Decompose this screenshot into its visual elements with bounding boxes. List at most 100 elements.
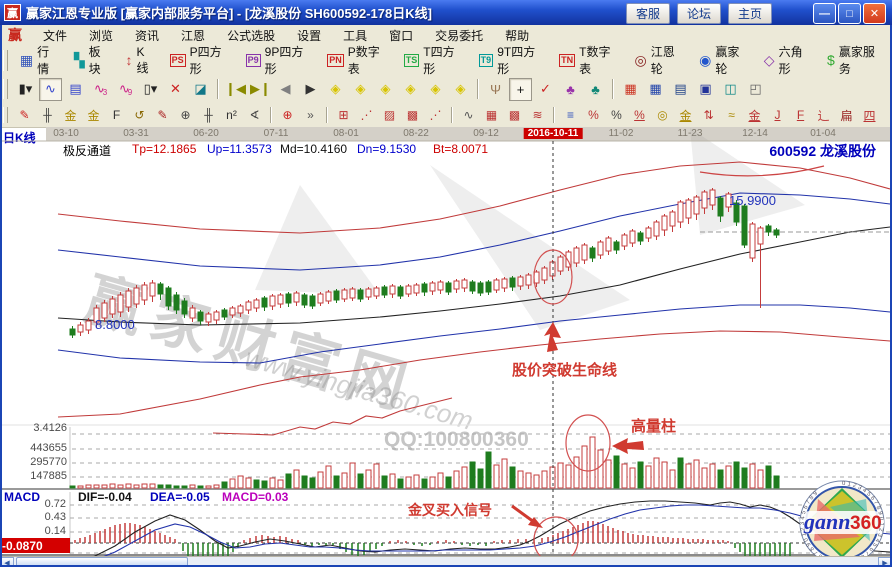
walk-tool-button[interactable]: 辶	[813, 105, 834, 126]
fan-lines-button[interactable]: ⋰	[356, 105, 377, 126]
grid-2-button[interactable]: ╫	[198, 105, 219, 126]
four-tool-button[interactable]: 四	[859, 105, 880, 126]
print-button[interactable]: ◰	[744, 78, 767, 101]
titlebar-button-2[interactable]: 论坛	[676, 3, 721, 24]
minimize-button[interactable]: —	[813, 3, 836, 24]
horizontal-scrollbar[interactable]: ◀ ▶	[0, 556, 892, 567]
menu-item-6[interactable]: 设置	[297, 28, 322, 43]
zoom-diamond-5-button[interactable]: ◈	[424, 78, 447, 101]
fibo-f-button[interactable]: F	[106, 105, 127, 126]
spiral-button[interactable]: ↺	[129, 105, 150, 126]
zoom-diamond-3-button[interactable]: ◈	[374, 78, 397, 101]
zoom-diamond-6-button[interactable]: ◈	[449, 78, 472, 101]
menu-item-8[interactable]: 窗口	[389, 28, 414, 43]
box-net-button[interactable]: ▩	[402, 105, 423, 126]
hist-tool-button[interactable]: ≡	[560, 105, 581, 126]
9p-square-button[interactable]: P9 9P四方形	[239, 45, 321, 76]
export-button[interactable]: ◫	[719, 78, 742, 101]
notes-button[interactable]: ▤	[669, 78, 692, 101]
grid-red2-button[interactable]: ▩	[504, 105, 525, 126]
titlebar-button-1[interactable]: 客服	[625, 3, 670, 24]
draw-pen-button[interactable]: ✎	[14, 105, 35, 126]
p-square-button[interactable]: PS P四方形	[163, 45, 239, 76]
gold-under-button[interactable]: 金	[744, 105, 765, 126]
sector-button[interactable]: ▚ 板块	[67, 45, 119, 76]
color-chart-button[interactable]: ◪	[189, 78, 212, 101]
wave-3-button[interactable]: ∿ 3	[89, 78, 112, 101]
menu-item-4[interactable]: 江恩	[181, 28, 206, 43]
pct-button[interactable]: %	[606, 105, 627, 126]
overlay-remove-button[interactable]: ✕	[164, 78, 187, 101]
pen-grid-button[interactable]: ✎	[152, 105, 173, 126]
block-tool-button[interactable]: 扁	[836, 105, 857, 126]
t-table-button[interactable]: TN T数字表	[552, 45, 627, 76]
zigzag-button[interactable]: ∿	[458, 105, 479, 126]
menu-item-9[interactable]: 交易委托	[435, 28, 484, 43]
menu-item-5[interactable]: 公式选股	[227, 28, 276, 43]
gold-bar-button[interactable]: 金	[675, 105, 696, 126]
winner-wheel-button[interactable]: ◉ 赢家轮	[692, 45, 757, 76]
p-table-button[interactable]: PN P数字表	[320, 45, 397, 76]
save-button[interactable]: ▣	[694, 78, 717, 101]
maximize-button[interactable]: □	[838, 3, 861, 24]
next-page-button[interactable]: ▶	[299, 78, 322, 101]
delete-line-button[interactable]: ✓	[534, 78, 557, 101]
crosshair-tool-button[interactable]: +	[509, 77, 532, 101]
pct-slash-icon: %	[588, 108, 599, 122]
box-diag-button[interactable]: ▨	[379, 105, 400, 126]
gann-grid-button[interactable]: ╫	[37, 105, 58, 126]
gold-ratio-2-button[interactable]: 金	[83, 105, 104, 126]
9t-square-button[interactable]: T9 9T四方形	[472, 45, 552, 76]
menu-item-2[interactable]: 浏览	[89, 28, 114, 43]
last-page-button[interactable]: ▶❙	[249, 78, 272, 101]
close-button[interactable]: ✕	[863, 3, 886, 24]
calculator-button[interactable]: ▦	[644, 78, 667, 101]
wave-gold-button[interactable]: ≈	[721, 105, 742, 126]
menu-item-3[interactable]: 资讯	[135, 28, 160, 43]
toolbar-drawing: ✎ ╫ 金金 F ↺ ✎ ⊕ ╫ n² ∢ ⊕» ⊞ ⋰ ▨ ▩ ⋰ ∿ ▦ ▩ ≋ ≡%%% ◎ 金 ⇅ ≈ 金 J F 辶扁四	[0, 103, 892, 128]
menu-item-10[interactable]: 帮助	[505, 28, 530, 43]
zoom-diamond-4-button[interactable]: ◈	[399, 78, 422, 101]
gold-ratio-1-button[interactable]: 金	[60, 105, 81, 126]
gann-wheel-button[interactable]: ◎ 江恩轮	[628, 45, 693, 76]
window-edge-bottom	[0, 565, 892, 567]
pattern-tool-button[interactable]: ♣	[584, 78, 607, 101]
hatch-button[interactable]: ≋	[527, 105, 548, 126]
zoom-diamond-2-button[interactable]: ◈	[349, 78, 372, 101]
zoom-diamond-1-button[interactable]: ◈	[324, 78, 347, 101]
quote-button[interactable]: ▦ 行情	[13, 45, 67, 76]
f-line-button[interactable]: F	[790, 105, 811, 126]
square-box-button[interactable]: ⊞	[333, 105, 354, 126]
pct-slash-button[interactable]: %	[583, 105, 604, 126]
candle-pen-button[interactable]: ⇅	[698, 105, 719, 126]
wave-9-button[interactable]: ∿ 9	[114, 78, 137, 101]
kline-button[interactable]: ↕ K线	[119, 45, 163, 75]
pct-line-button[interactable]: %	[629, 105, 650, 126]
compress-toggle-button[interactable]: ∿	[39, 77, 62, 101]
flower-tool-button[interactable]: ♣	[559, 78, 582, 101]
more-chevron-button[interactable]: »	[300, 105, 321, 126]
winner-service-button[interactable]: $ 赢家服务	[820, 45, 892, 76]
candle-style-button[interactable]: ▯▾	[139, 78, 162, 101]
gold-circle-button[interactable]: ◎	[652, 105, 673, 126]
titlebar-button-3[interactable]: 主页	[727, 3, 772, 24]
period-selector-button[interactable]: ▮▾	[14, 78, 37, 101]
zigzag-icon: ∿	[463, 108, 474, 122]
t-square-button[interactable]: TS T四方形	[397, 45, 472, 76]
hexagon-button[interactable]: ◇ 六角形	[757, 45, 820, 76]
j-line-button[interactable]: J	[767, 105, 788, 126]
hand-tool-button[interactable]: Ψ	[484, 78, 507, 101]
target-button[interactable]: ⊕	[277, 105, 298, 126]
n-square-button[interactable]: n²	[221, 105, 242, 126]
grid-red-button[interactable]: ▦	[481, 105, 502, 126]
wheel-small-button[interactable]: ⊕	[175, 105, 196, 126]
prev-page-button[interactable]: ◀	[274, 78, 297, 101]
calendar-button[interactable]: ▦	[619, 78, 642, 101]
angle-tool-button[interactable]: ∢	[244, 105, 265, 126]
info-panel-button[interactable]: ▤	[64, 78, 87, 101]
rays-button[interactable]: ⋰	[425, 105, 446, 126]
scroll-thumb[interactable]	[16, 557, 188, 567]
first-page-button[interactable]: ❙◀	[224, 78, 247, 101]
menu-item-7[interactable]: 工具	[343, 28, 368, 43]
menu-item-1[interactable]: 文件	[43, 28, 68, 43]
